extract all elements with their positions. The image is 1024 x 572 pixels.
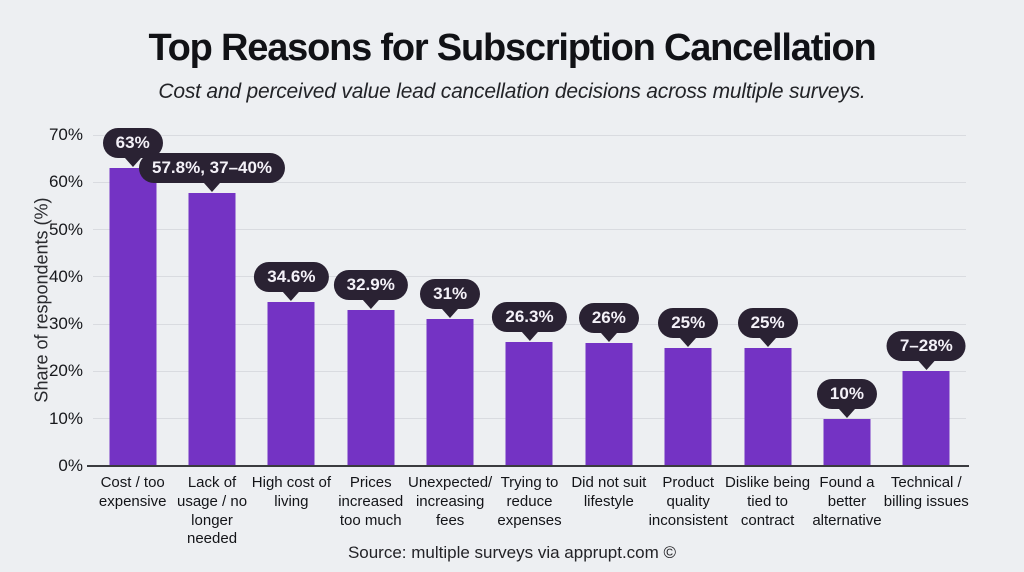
y-tick-label-70: 70% — [48, 125, 83, 144]
category-label: Technical / billing issues — [883, 474, 969, 510]
bar — [267, 302, 315, 466]
value-bubble: 10% — [816, 378, 877, 418]
value-bubble: 26.3% — [492, 301, 567, 341]
category-label: Product quality inconsistent — [648, 474, 728, 529]
value-bubble: 26% — [578, 303, 639, 343]
y-tick-label-50: 50% — [48, 219, 83, 239]
value-bubble: 7–28% — [886, 331, 966, 371]
plot-area: 0% 10% 20% 30% 40% 50% 60% 70% 63% Cost / too exp… — [49, 125, 969, 547]
bar — [744, 347, 792, 466]
bar — [426, 319, 474, 466]
category-label: Lack of usage / no longer needed — [177, 474, 248, 548]
value-bubble: 25% — [737, 307, 798, 347]
gridline-60 — [93, 181, 966, 183]
value-bubble: 57.8%, 37–40% — [139, 152, 286, 192]
gridline-50 — [93, 229, 966, 231]
y-tick-label-0: 0% — [58, 456, 83, 475]
value-bubble: 25% — [658, 307, 719, 347]
category-label: Cost / too expensive — [98, 474, 167, 510]
bar-slot-6: 26.3% Trying to reduce expenses — [490, 135, 569, 529]
bar — [505, 341, 553, 466]
source-caption: Source: multiple surveys via apprupt.com… — [347, 543, 677, 562]
category-label: Prices increased too much — [338, 474, 404, 529]
bar — [664, 347, 712, 466]
category-label: Found a better alternative — [812, 474, 882, 529]
x-axis-line — [87, 465, 969, 467]
bar — [109, 168, 157, 466]
category-label: Dislike being tied to contract — [725, 474, 811, 529]
bar-slot-2: 57.8%, 37–40% Lack of usage / no longer n… — [139, 135, 286, 547]
bar-slot-3: 34.6% High cost of living — [252, 135, 331, 510]
y-tick-label-40: 40% — [48, 266, 83, 286]
y-tick-label-20: 20% — [48, 361, 83, 381]
bar-slot-4: 32.9% Prices increased too much — [331, 135, 410, 529]
chart-subtitle: Cost and perceived value lead cancellati… — [158, 80, 866, 103]
gridline-70 — [93, 134, 966, 136]
bar-slot-10: 10% Found a better alternative — [807, 135, 886, 529]
category-label: Did not suit lifestyle — [571, 474, 647, 510]
category-label: Unexpected/ increasing fees — [408, 474, 493, 529]
bar-slot-5: 31% Unexpected/ increasing fees — [408, 135, 492, 529]
value-bubble: 34.6% — [254, 262, 329, 302]
bar — [585, 343, 633, 466]
value-bubble: 31% — [420, 279, 481, 319]
bar — [347, 310, 395, 466]
bar-slot-8: 25% Product quality inconsistent — [649, 135, 728, 529]
bar-slot-11: 7–28% Technical / billing issues — [884, 135, 969, 510]
value-bubble: 32.9% — [333, 270, 408, 310]
bar — [823, 418, 871, 466]
category-label: High cost of living — [251, 474, 331, 510]
category-label: Trying to reduce expenses — [497, 474, 562, 529]
bar — [188, 192, 236, 466]
y-tick-label-30: 30% — [48, 314, 83, 334]
bar — [902, 371, 950, 466]
bar-slot-1: 63% Cost / too expensive — [93, 128, 172, 510]
chart-title: Top Reasons for Subscription Cancellatio… — [148, 27, 876, 69]
y-tick-label-10: 10% — [48, 408, 83, 428]
gridline-40 — [93, 276, 966, 278]
y-tick-label-60: 60% — [48, 172, 83, 192]
bar-slot-7: 26% Did not suit lifestyle — [569, 135, 648, 510]
bar-slot-9: 25% Dislike being tied to contract — [725, 135, 810, 529]
